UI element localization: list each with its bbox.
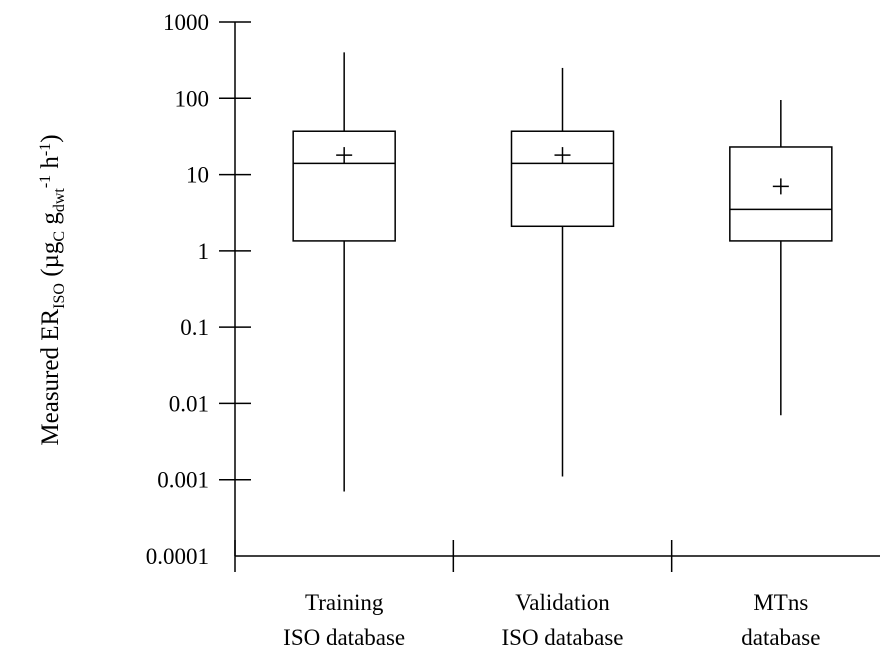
y-axis-label: Measured ERISO (µgC gdwt-1 h-1) — [37, 134, 68, 445]
x-category-ticks — [234, 540, 673, 572]
category-label-line2: ISO database — [283, 625, 405, 650]
y-tick-label: 0.1 — [180, 315, 209, 340]
box-2 — [510, 67, 615, 477]
category-label-line1: Training — [305, 590, 384, 615]
y-tick-label: 100 — [175, 86, 210, 111]
y-tick-label: 10 — [186, 163, 209, 188]
iqr-box — [510, 130, 615, 228]
box-1 — [292, 52, 396, 492]
category-label-line2: database — [741, 625, 820, 650]
box-3 — [729, 99, 833, 416]
axes — [234, 22, 880, 557]
mean-marker — [554, 147, 571, 164]
y-tick-label: 0.0001 — [146, 544, 209, 569]
y-tick-label: 1 — [198, 239, 210, 264]
category-label-line1: MTns — [753, 590, 808, 615]
mean-marker — [772, 178, 789, 195]
y-tick-label: 0.01 — [169, 391, 209, 416]
category-label-line1: Validation — [515, 590, 610, 615]
y-ticks: 0.0001 0.001 0.01 0.1 1 10 100 1000 — [146, 10, 251, 569]
y-tick-label: 1000 — [163, 10, 209, 35]
y-tick-label: 0.001 — [157, 468, 209, 493]
mean-marker — [336, 147, 353, 164]
box-series — [292, 52, 833, 492]
category-labels: Training ISO database Validation ISO databa… — [283, 590, 820, 650]
category-label-line2: ISO database — [502, 625, 624, 650]
